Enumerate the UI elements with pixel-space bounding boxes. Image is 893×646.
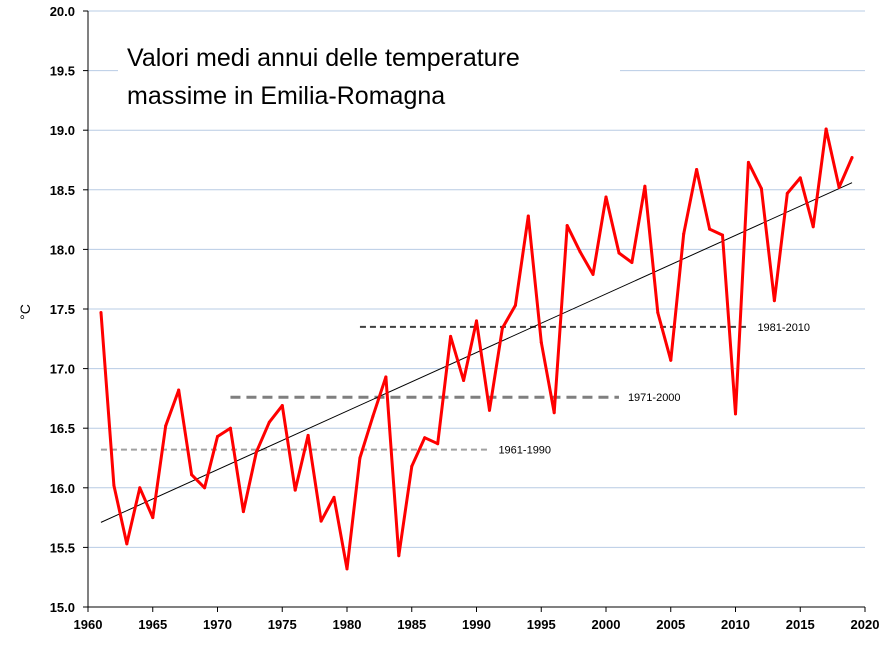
x-tick-label: 2005	[656, 617, 685, 632]
y-axis-ticks: 15.0 15.5 16.0 16.5 17.0 17.5 18.0 18.5 19.0 19.5…	[50, 4, 88, 615]
x-axis-ticks: 1960 1965 1970 1975 1980 1985 1990 1995 2000 2005…	[74, 607, 880, 632]
chart-title-line1: Valori medi annui delle temperature	[127, 44, 520, 72]
data-point	[293, 488, 297, 492]
data-point	[423, 436, 427, 440]
reference-lines: 1961-1990 1971-2000 1981-2010	[100, 322, 810, 457]
data-point	[552, 411, 556, 415]
data-point	[798, 176, 802, 180]
data-point	[475, 319, 478, 323]
y-tick-label: 19.5	[50, 64, 75, 79]
reference-line-label: 1971-2000	[628, 392, 681, 404]
data-point	[565, 224, 569, 228]
data-point	[267, 420, 271, 424]
y-tick-label: 18.5	[50, 183, 75, 198]
x-tick-label: 1960	[74, 617, 103, 632]
trend-line	[100, 182, 853, 523]
series-line	[99, 127, 854, 571]
data-point	[487, 408, 491, 412]
data-point	[203, 486, 207, 490]
data-point	[643, 184, 647, 188]
data-point	[410, 464, 414, 468]
y-tick-label: 19.0	[50, 123, 75, 138]
y-tick-label: 16.5	[50, 421, 75, 436]
x-tick-label: 1965	[138, 617, 167, 632]
data-point	[254, 450, 258, 454]
data-point	[513, 303, 517, 307]
data-point	[811, 225, 815, 229]
data-point	[306, 433, 310, 437]
data-point	[604, 195, 608, 199]
data-point	[526, 214, 530, 218]
data-point	[462, 379, 466, 383]
x-tick-label: 2015	[786, 617, 815, 632]
data-point	[759, 187, 763, 191]
x-tick-label: 1975	[268, 617, 297, 632]
data-point	[151, 516, 155, 520]
data-point	[656, 311, 660, 315]
data-point	[436, 442, 440, 446]
x-tick-label: 1995	[527, 617, 556, 632]
data-point	[280, 404, 284, 408]
data-point	[850, 156, 854, 160]
data-point	[397, 554, 401, 558]
data-point	[190, 473, 194, 477]
y-tick-label: 18.0	[50, 242, 75, 257]
x-tick-label: 1970	[203, 617, 232, 632]
title-background	[118, 36, 620, 116]
data-point	[449, 334, 453, 338]
data-point	[177, 388, 181, 392]
chart-title-box: Valori medi annui delle temperature mass…	[118, 36, 620, 116]
x-tick-label: 2000	[592, 617, 621, 632]
data-point	[669, 358, 673, 362]
y-tick-label: 15.5	[50, 540, 75, 555]
data-point	[591, 272, 595, 276]
data-point	[371, 414, 375, 418]
x-tick-label: 2010	[721, 617, 750, 632]
y-tick-label: 17.0	[50, 362, 75, 377]
series-group	[99, 127, 854, 571]
data-point	[319, 519, 323, 523]
data-point	[617, 251, 621, 255]
data-point	[578, 250, 582, 254]
data-point	[241, 510, 245, 514]
data-point	[630, 261, 634, 265]
reference-line-label: 1981-2010	[757, 322, 810, 334]
data-point	[500, 326, 504, 330]
y-tick-label: 20.0	[50, 4, 75, 19]
data-point	[125, 542, 129, 546]
data-point	[345, 567, 349, 571]
data-point	[99, 311, 103, 315]
data-point	[734, 412, 737, 416]
data-point	[824, 127, 828, 131]
data-point	[384, 375, 388, 379]
data-point	[228, 426, 232, 430]
data-point	[332, 495, 336, 499]
chart-title-line2: massime in Emilia-Romagna	[127, 82, 445, 110]
y-tick-label: 15.0	[50, 600, 75, 615]
data-point	[708, 227, 712, 231]
data-point	[721, 233, 725, 237]
data-point	[138, 486, 142, 490]
y-tick-label: 17.5	[50, 302, 75, 317]
trend-line-group	[100, 182, 853, 523]
data-point	[772, 299, 776, 303]
x-tick-label: 2020	[851, 617, 880, 632]
y-axis-label: °C	[17, 304, 33, 320]
data-point	[785, 191, 789, 195]
data-point	[695, 168, 699, 172]
x-tick-label: 1990	[462, 617, 491, 632]
data-point	[746, 160, 750, 164]
data-point	[837, 185, 841, 189]
x-tick-label: 1985	[397, 617, 426, 632]
data-point	[682, 232, 686, 236]
reference-line-label: 1961-1990	[498, 445, 551, 457]
x-tick-label: 1980	[333, 617, 362, 632]
data-point	[539, 340, 543, 344]
data-point	[164, 424, 168, 428]
data-point	[216, 435, 219, 439]
data-point	[358, 456, 362, 460]
y-tick-label: 16.0	[50, 481, 75, 496]
data-point	[112, 483, 116, 487]
